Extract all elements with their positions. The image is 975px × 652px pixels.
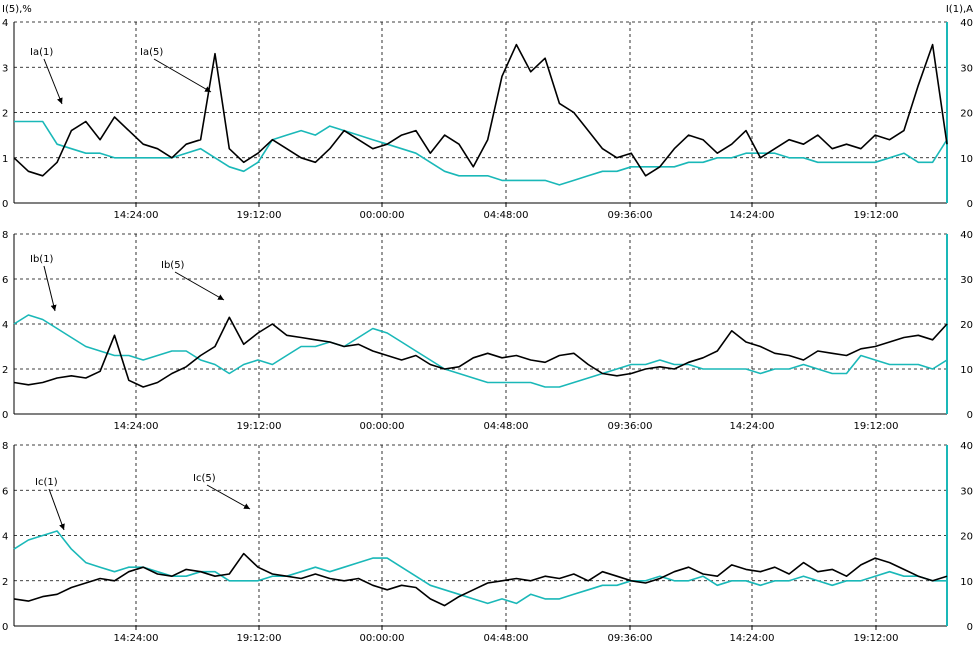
x-tick-label: 09:36:00 [608,421,653,432]
annotation-label: Ib(1) [30,254,54,265]
annotation-arrow [174,271,225,301]
left-tick-label: 0 [2,410,8,421]
x-tick-label: 14:24:00 [114,210,159,221]
right-tick-label: 30 [960,63,973,74]
annotation-arrow [153,58,212,93]
right-tick-label: 40 [960,18,973,29]
series-line-i5 [13,316,948,388]
x-tick-label: 00:00:00 [360,421,405,432]
left-tick-label: 0 [2,199,8,210]
left-tick-label: 6 [2,486,8,497]
left-tick-label: 2 [2,365,8,376]
annotation-label: Ia(5) [140,47,163,58]
left-tick-label: 8 [2,441,8,452]
series-line-i1 [14,120,948,186]
series-line-i1 [13,530,947,605]
left-tick-label: 4 [2,18,8,29]
annotation-arrow [43,265,57,312]
x-tick-label: 00:00:00 [360,633,405,644]
left-axis-label: I(5),% [2,4,32,15]
x-tick-label: 19:12:00 [854,421,899,432]
series-line-i5 [13,43,948,177]
annotation-label: Ic(1) [35,477,58,488]
annotation-label: Ic(5) [193,473,216,484]
left-tick-label: 4 [2,320,8,331]
right-tick-label: 0 [967,199,973,210]
left-tick-label: 1 [2,154,8,165]
x-tick-label: 19:12:00 [237,633,282,644]
x-tick-label: 04:48:00 [484,633,529,644]
left-tick-label: 6 [2,275,8,286]
right-tick-label: 30 [960,275,973,286]
left-tick-label: 8 [2,230,8,241]
x-tick-label: 19:12:00 [854,633,899,644]
right-tick-label: 0 [967,410,973,421]
x-tick-label: 04:48:00 [484,421,529,432]
x-tick-label: 09:36:00 [608,210,653,221]
right-tick-label: 20 [960,320,973,331]
x-tick-label: 14:24:00 [730,421,775,432]
right-axis-label: I(1),A [946,4,973,15]
x-tick-label: 19:12:00 [237,210,282,221]
x-tick-label: 00:00:00 [360,210,405,221]
x-tick-label: 19:12:00 [237,421,282,432]
left-tick-label: 2 [2,109,8,120]
annotation-arrow [43,58,63,105]
x-tick-label: 14:24:00 [730,210,775,221]
x-tick-label: 14:24:00 [114,421,159,432]
x-tick-label: 04:48:00 [484,210,529,221]
annotation-arrow [48,488,65,531]
x-tick-label: 09:36:00 [608,633,653,644]
x-tick-label: 14:24:00 [114,633,159,644]
left-tick-label: 0 [2,622,8,633]
annotation-label: Ia(1) [30,47,53,58]
x-tick-label: 19:12:00 [854,210,899,221]
right-tick-label: 40 [960,230,973,241]
right-tick-label: 40 [960,441,973,452]
left-tick-label: 3 [2,63,8,74]
left-tick-label: 4 [2,532,8,543]
annotation-arrow [206,484,251,510]
right-tick-label: 20 [960,532,973,543]
annotation-label: Ib(5) [161,260,185,271]
right-tick-label: 10 [960,154,973,165]
series-line-i5 [13,552,948,607]
right-tick-label: 20 [960,109,973,120]
left-tick-label: 2 [2,577,8,588]
x-tick-label: 14:24:00 [730,633,775,644]
right-tick-label: 10 [960,577,973,588]
right-tick-label: 10 [960,365,973,376]
right-tick-label: 0 [967,622,973,633]
series-line-i1 [13,314,948,388]
right-tick-label: 30 [960,486,973,497]
